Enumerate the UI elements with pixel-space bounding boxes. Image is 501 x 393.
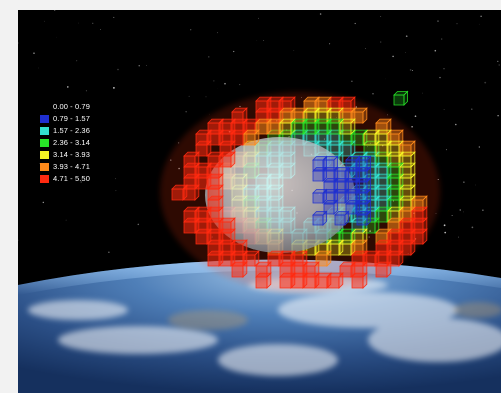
legend-swatch <box>40 103 49 111</box>
legend-label: 3.93 - 4.71 <box>53 162 90 171</box>
legend-entry: 1.57 - 2.36 <box>40 126 90 136</box>
legend: 0.00 - 0.79 0.79 - 1.57 1.57 - 2.36 2.36 - … <box>40 102 90 184</box>
legend-entry: 3.93 - 4.71 <box>40 162 90 172</box>
legend-swatch <box>40 151 49 159</box>
legend-swatch <box>40 127 49 135</box>
legend-label: 1.57 - 2.36 <box>53 126 90 135</box>
scene-svg <box>18 10 501 393</box>
legend-entry: 2.36 - 3.14 <box>40 138 90 148</box>
voxel-cubes-front <box>171 96 428 289</box>
inner-core <box>205 137 355 253</box>
legend-entry: 0.00 - 0.79 <box>40 102 90 112</box>
legend-swatch <box>40 115 49 123</box>
legend-swatch <box>40 175 49 183</box>
legend-label: 2.36 - 3.14 <box>53 138 90 147</box>
legend-label: 0.00 - 0.79 <box>53 102 90 111</box>
legend-swatch <box>40 139 49 147</box>
legend-entry: 0.79 - 1.57 <box>40 114 90 124</box>
legend-label: 0.79 - 1.57 <box>53 114 90 123</box>
radiation-voxel-volume <box>160 90 440 292</box>
legend-swatch <box>40 163 49 171</box>
legend-entry: 3.14 - 3.93 <box>40 150 90 160</box>
legend-entry: 4.71 - 5.50 <box>40 174 90 184</box>
visualization-viewport: 0.00 - 0.79 0.79 - 1.57 1.57 - 2.36 2.36 - … <box>18 10 501 393</box>
legend-label: 4.71 - 5.50 <box>53 174 90 183</box>
legend-label: 3.14 - 3.93 <box>53 150 90 159</box>
